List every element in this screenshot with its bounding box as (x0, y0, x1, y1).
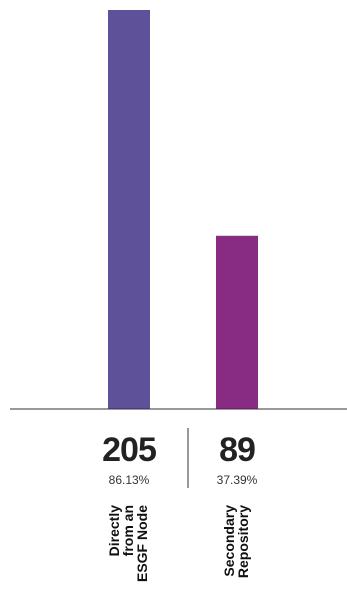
category-label-line: Directly (106, 505, 122, 557)
bars-layer (108, 10, 258, 409)
category-label-line: from an (120, 505, 136, 556)
category-label-line: Repository (235, 505, 251, 578)
value-label-2: 89 (219, 431, 255, 469)
category-label-line: ESGF Node (134, 505, 150, 582)
bar-1 (108, 10, 150, 409)
percent-label-2: 37.39% (217, 473, 258, 487)
category-label-line: Secondary (221, 505, 237, 577)
value-label-1: 205 (102, 431, 156, 469)
bar-2 (216, 235, 258, 409)
percent-label-1: 86.13% (109, 473, 150, 487)
